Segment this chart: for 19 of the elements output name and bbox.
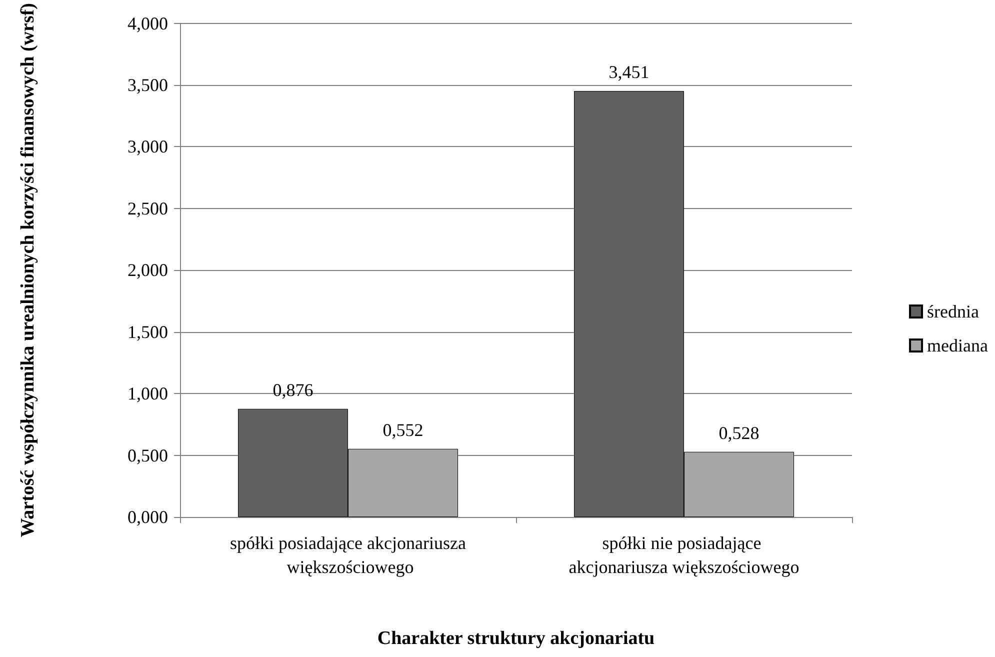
data-label: 0,528 [718, 422, 760, 443]
y-tick-label: 4,000 [128, 13, 168, 34]
y-tick-label: 1,500 [128, 322, 168, 342]
x-tick-label: spółki posiadające akcjonariusza większościowego [230, 533, 466, 577]
y-tick-label: 2,500 [128, 198, 168, 218]
y-tick-label: 2,000 [128, 260, 168, 280]
y-tick-label: 0,500 [128, 445, 168, 466]
data-label: 3,451 [608, 62, 650, 82]
x-axis-title: Charakter struktury akcjonariatu [377, 628, 656, 649]
x-tick-label: spółki nie posiadające akcjonariusza większościowego [568, 533, 800, 577]
y-tick-label: 3,500 [128, 75, 168, 96]
legend-label: mediana [927, 336, 988, 356]
data-label: 0,876 [272, 380, 314, 400]
y-tick-label: 0,000 [128, 507, 168, 527]
legend-label: średnia [927, 302, 980, 322]
y-axis-title: Wartość współczynnika urealnionych korzyści finansowych (wrsf) [18, 2, 38, 538]
y-tick-label: 3,000 [128, 136, 168, 157]
y-tick-label: 1,000 [128, 384, 168, 404]
data-label: 0,552 [382, 420, 424, 440]
